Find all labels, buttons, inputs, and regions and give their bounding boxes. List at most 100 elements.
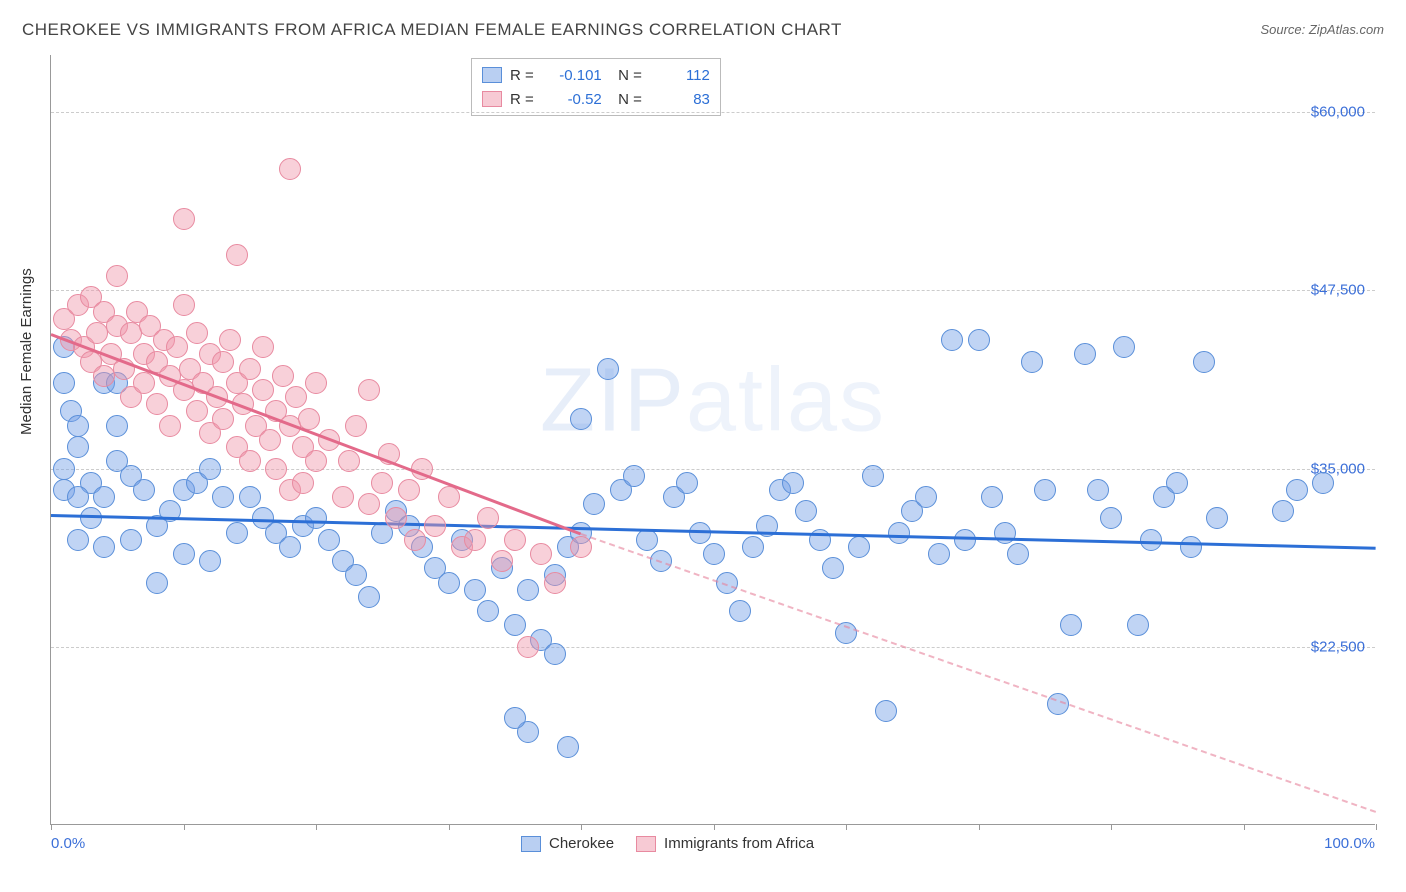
data-point xyxy=(332,486,354,508)
data-point xyxy=(173,294,195,316)
data-point xyxy=(212,351,234,373)
gridline xyxy=(51,112,1375,113)
data-point xyxy=(279,536,301,558)
data-point xyxy=(67,529,89,551)
data-point xyxy=(166,336,188,358)
data-point xyxy=(93,486,115,508)
data-point xyxy=(583,493,605,515)
data-point xyxy=(941,329,963,351)
data-point xyxy=(404,529,426,551)
data-point xyxy=(504,529,526,551)
data-point xyxy=(729,600,751,622)
y-axis-title: Median Female Earnings xyxy=(18,268,35,435)
data-point xyxy=(623,465,645,487)
data-point xyxy=(1060,614,1082,636)
data-point xyxy=(67,436,89,458)
data-point xyxy=(226,522,248,544)
stats-row-immigrants: R = -0.52 N = 83 xyxy=(482,87,710,111)
n-value: 83 xyxy=(650,91,710,108)
data-point xyxy=(1312,472,1334,494)
data-point xyxy=(424,515,446,537)
data-point xyxy=(517,636,539,658)
x-tick xyxy=(1244,824,1245,830)
data-point xyxy=(875,700,897,722)
data-point xyxy=(133,372,155,394)
data-point xyxy=(504,614,526,636)
data-point xyxy=(146,393,168,415)
data-point xyxy=(888,522,910,544)
data-point xyxy=(305,450,327,472)
x-tick xyxy=(184,824,185,830)
data-point xyxy=(477,600,499,622)
data-point xyxy=(1272,500,1294,522)
data-point xyxy=(1034,479,1056,501)
data-point xyxy=(371,472,393,494)
data-point xyxy=(915,486,937,508)
data-point xyxy=(570,536,592,558)
data-point xyxy=(358,379,380,401)
data-point xyxy=(385,507,407,529)
data-point xyxy=(239,486,261,508)
data-point xyxy=(438,572,460,594)
x-tick xyxy=(979,824,980,830)
source-attribution: Source: ZipAtlas.com xyxy=(1260,22,1384,37)
data-point xyxy=(703,543,725,565)
data-point xyxy=(80,507,102,529)
data-point xyxy=(358,586,380,608)
swatch-icon xyxy=(636,836,656,852)
correlation-stats-box: R = -0.101 N = 112 R = -0.52 N = 83 xyxy=(471,58,721,116)
data-point xyxy=(146,572,168,594)
data-point xyxy=(782,472,804,494)
x-tick xyxy=(449,824,450,830)
data-point xyxy=(1074,343,1096,365)
gridline xyxy=(51,647,1375,648)
data-point xyxy=(358,493,380,515)
data-point xyxy=(298,408,320,430)
data-point xyxy=(464,529,486,551)
data-point xyxy=(1021,351,1043,373)
data-point xyxy=(544,572,566,594)
data-point xyxy=(133,479,155,501)
data-point xyxy=(93,365,115,387)
data-point xyxy=(186,400,208,422)
data-point xyxy=(1087,479,1109,501)
x-tick xyxy=(581,824,582,830)
data-point xyxy=(438,486,460,508)
swatch-icon xyxy=(521,836,541,852)
data-point xyxy=(1193,351,1215,373)
legend-item-cherokee: Cherokee xyxy=(521,835,614,852)
swatch-icon xyxy=(482,91,502,107)
data-point xyxy=(981,486,1003,508)
data-point xyxy=(272,365,294,387)
data-point xyxy=(305,372,327,394)
x-tick xyxy=(1111,824,1112,830)
data-point xyxy=(173,543,195,565)
x-tick xyxy=(846,824,847,830)
series-legend: Cherokee Immigrants from Africa xyxy=(521,835,814,852)
x-tick xyxy=(316,824,317,830)
data-point xyxy=(1206,507,1228,529)
data-point xyxy=(53,372,75,394)
legend-item-immigrants: Immigrants from Africa xyxy=(636,835,814,852)
data-point xyxy=(53,458,75,480)
data-point xyxy=(67,486,89,508)
data-point xyxy=(345,415,367,437)
data-point xyxy=(67,415,89,437)
data-point xyxy=(259,429,281,451)
data-point xyxy=(1140,529,1162,551)
data-point xyxy=(1113,336,1135,358)
n-value: 112 xyxy=(650,67,710,84)
data-point xyxy=(212,408,234,430)
x-tick xyxy=(1376,824,1377,830)
data-point xyxy=(491,550,513,572)
data-point xyxy=(120,322,142,344)
swatch-icon xyxy=(482,67,502,83)
data-point xyxy=(928,543,950,565)
data-point xyxy=(795,500,817,522)
data-point xyxy=(848,536,870,558)
x-axis-end-label: 100.0% xyxy=(1324,835,1375,852)
x-tick xyxy=(51,824,52,830)
data-point xyxy=(517,579,539,601)
gridline xyxy=(51,290,1375,291)
x-axis-start-label: 0.0% xyxy=(51,835,85,852)
